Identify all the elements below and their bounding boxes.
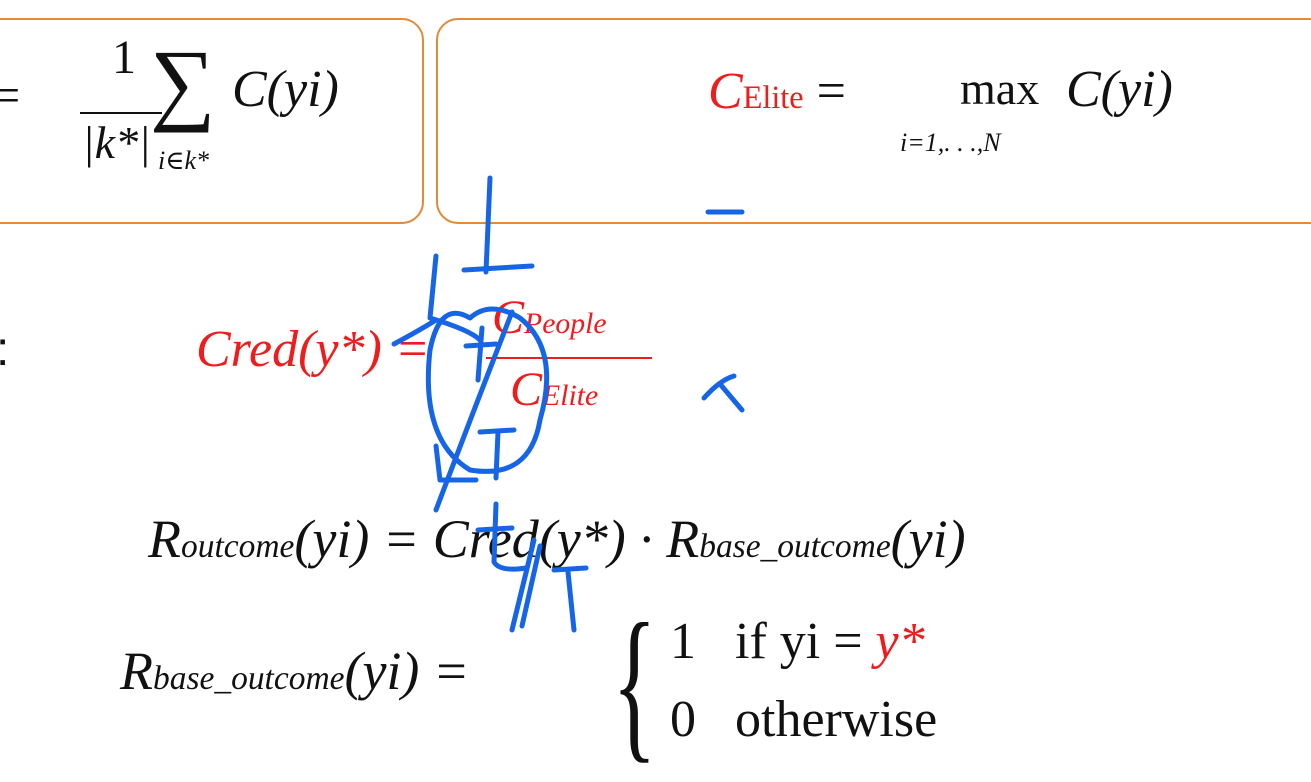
case-1-target: y* [875,613,925,670]
cred-fraction-bar [486,357,652,359]
pen-stroke [433,309,515,513]
r-symbol: R [120,641,153,701]
cases-brace: { [612,589,657,777]
r-base-symbol: R [666,509,700,569]
max-operator: max [960,63,1040,114]
fraction-bar [80,112,162,114]
cred-factor: Cred(y*) · [432,509,667,569]
case-1-condition: if yi = [735,613,876,670]
fraction-numerator: 1 [112,31,136,84]
cred-denominator-subscript: Elite [542,379,599,412]
pen-stroke [717,381,745,413]
summation-subscript: i∈k* [158,146,210,175]
r-base-outcome-arg: (yi) = [344,641,470,701]
max-subscript: i=1,. . .,N [900,128,1001,157]
cred-denominator-symbol: C [510,363,543,416]
pen-stroke [493,429,501,481]
equals-sign: = [803,63,846,120]
r-base-outcome-subscript: base_outcome [153,660,345,697]
case-2: 0 otherwise [670,690,937,749]
summation-symbol: ∑ [150,31,216,133]
case-2-value: 0 [670,691,696,748]
r-outcome-arg: (yi) = [294,509,433,569]
r-symbol: R [148,509,181,569]
r-base-subscript: base_outcome [699,528,891,565]
r-base-outcome-lhs: Rbase_outcome(yi) = [120,640,469,702]
c-elite-symbol: C [708,63,743,120]
case-1: 1 if yi = y* [670,612,925,671]
pen-stroke [491,501,529,572]
pen-stroke [427,253,483,343]
pen-stroke [565,569,577,633]
c-elite-subscript: Elite [742,79,804,115]
pen-stroke [391,317,439,347]
formula-box-people [0,18,424,224]
fraction-denominator: |k*| [82,117,151,168]
pen-stroke [433,443,479,483]
pen-stroke [509,537,537,633]
pen-stroke [483,175,493,275]
c-elite-lhs: CElite = [708,62,846,121]
max-term: C(yi) [1066,61,1173,118]
colon-mark: : [0,322,9,377]
pen-stroke [475,325,485,383]
cred-denominator: CElite [510,362,598,417]
pen-stroke [425,306,550,474]
pen-stroke [519,543,543,629]
r-outcome-formula: Routcome(yi) = Cred(y*) · Rbase_outcome(… [148,508,966,570]
r-base-arg: (yi) [890,509,966,569]
pen-stroke [551,565,589,573]
equals-sign: = [0,67,21,123]
formula-box-elite [436,18,1311,224]
case-2-condition: otherwise [735,691,938,748]
summation-term: C(yi) [232,61,339,118]
case-1-value: 1 [670,613,696,670]
cred-lhs: Cred(y*) = [196,321,430,378]
pen-stroke [461,263,535,273]
r-outcome-subscript: outcome [181,528,295,565]
